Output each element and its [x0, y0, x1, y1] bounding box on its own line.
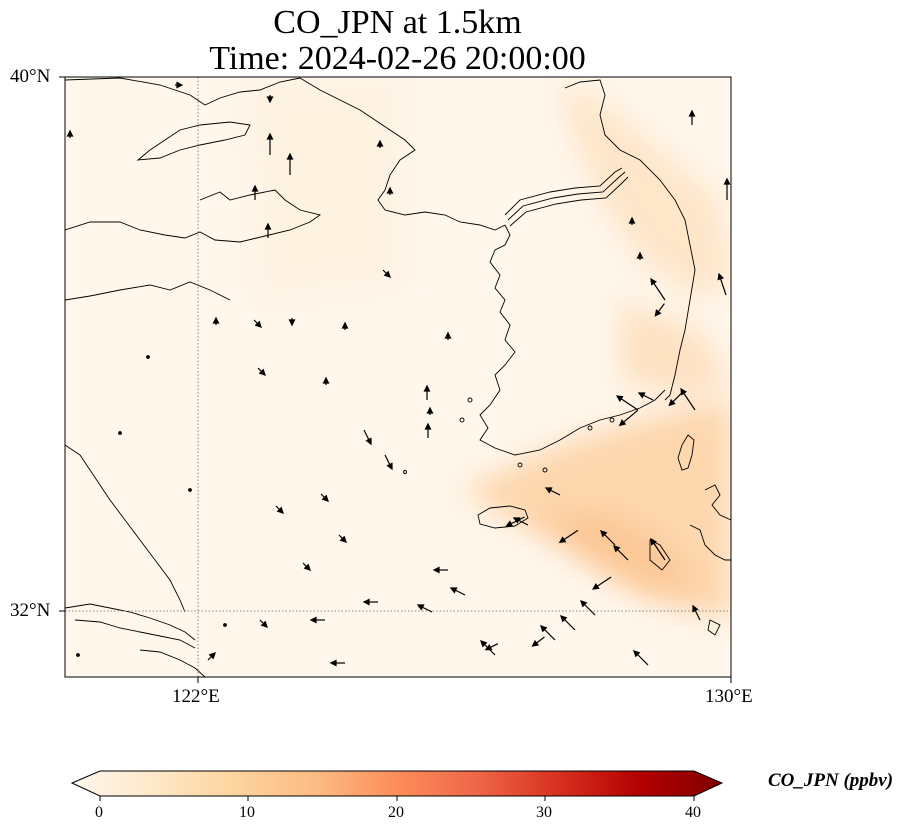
- wind-vector: [633, 650, 649, 666]
- wind-vector: [264, 222, 272, 238]
- co-concentration-field: [250, 80, 731, 620]
- wind-vector: [259, 619, 268, 628]
- colorbar-tick-0: 0: [95, 804, 103, 821]
- wind-vector: [600, 530, 616, 546]
- wind-vector: [540, 625, 556, 641]
- coastline-shandong-south: [65, 281, 231, 301]
- colorbar: [70, 770, 724, 801]
- wind-vector: [560, 615, 576, 631]
- coastline-korea-east: [564, 79, 696, 401]
- wind-vector: [253, 319, 262, 328]
- wind-vector: [212, 316, 220, 325]
- wind-vector: [309, 616, 325, 624]
- wind-vector: [444, 331, 452, 340]
- wind-vector: [723, 177, 731, 200]
- coastlines: [65, 77, 731, 677]
- map-frame: [64, 76, 732, 678]
- wind-vector: [266, 132, 274, 155]
- wind-vector: [188, 488, 192, 492]
- wind-vector: [223, 623, 227, 627]
- wind-vector: [505, 516, 525, 527]
- wind-vector: [615, 395, 639, 411]
- wind-vector: [688, 109, 696, 125]
- coastline-shandong: [65, 189, 322, 243]
- colorbar-tick-30: 30: [536, 804, 552, 821]
- wind-vector: [432, 566, 448, 574]
- wind-vector: [384, 454, 393, 471]
- wind-vector: [650, 277, 666, 301]
- wind-vector: [386, 186, 394, 195]
- wind-vector: [416, 604, 433, 613]
- wind-vector: [650, 537, 666, 561]
- wind-vector: [118, 431, 122, 435]
- wind-vector: [512, 517, 529, 526]
- wind-vector: [580, 600, 596, 616]
- wind-vector: [618, 409, 639, 427]
- wind-vector: [544, 487, 561, 496]
- wind-vector: [426, 406, 434, 415]
- wind-vector: [322, 376, 330, 385]
- wind-vector: [558, 529, 579, 544]
- wind-vector: [680, 387, 696, 411]
- colorbar-tick-10: 10: [239, 804, 255, 821]
- wind-vector: [286, 152, 294, 175]
- wind-vector: [175, 81, 184, 89]
- wind-vector: [480, 640, 496, 656]
- lon-label-122E: 122°E: [172, 686, 220, 707]
- map-area: [65, 77, 731, 677]
- map-title-line2: Time: 2024-02-26 20:00:00: [209, 40, 586, 77]
- wind-vector: [338, 534, 347, 543]
- coastline-bohai: [65, 77, 301, 106]
- wind-vector: [717, 272, 727, 296]
- wind-vector: [266, 95, 274, 104]
- wind-vector: [376, 139, 384, 148]
- wind-vector: [449, 587, 466, 596]
- wind-vector: [362, 598, 378, 606]
- wind-vector: [424, 422, 432, 438]
- colorbar-ticks: [99, 796, 695, 801]
- wind-vector: [592, 576, 612, 590]
- coastline-kyushu: [704, 484, 731, 521]
- wind-vector: [257, 367, 266, 376]
- wind-vector: [207, 652, 216, 661]
- jeju-island: [477, 505, 529, 529]
- wind-vector: [692, 604, 701, 621]
- wind-vector: [146, 355, 150, 359]
- wind-vector: [382, 269, 391, 278]
- colorbar-bar: [70, 770, 724, 797]
- wind-vector: [251, 184, 259, 200]
- wind-vector: [329, 659, 345, 667]
- gridlines: [65, 77, 731, 677]
- axis-ticks: [59, 76, 732, 683]
- wind-vector: [363, 429, 372, 446]
- coastline-china-east: [65, 444, 186, 613]
- lat-label-40N: 40°N: [10, 66, 51, 87]
- wind-vector: [66, 129, 74, 138]
- wind-vector: [637, 392, 654, 401]
- wind-vector: [275, 505, 284, 514]
- tsushima-island: [677, 434, 695, 471]
- colorbar-tick-40: 40: [685, 804, 701, 821]
- wind-vector: [288, 318, 296, 327]
- wind-vector: [531, 636, 545, 647]
- colorbar-label: CO_JPN (ppbv): [768, 770, 894, 791]
- coastline-liaodong: [299, 77, 506, 231]
- colorbar-tick-20: 20: [388, 804, 404, 821]
- wind-vector: [628, 216, 636, 225]
- wind-vector: [654, 303, 665, 317]
- coastline-korea-west: [479, 224, 666, 456]
- lat-label-32N: 32°N: [10, 600, 51, 621]
- wind-vector: [636, 251, 644, 260]
- wind-vectors: [66, 81, 731, 667]
- wind-vector: [341, 321, 349, 330]
- wind-vector: [302, 562, 311, 571]
- wind-vector: [423, 384, 431, 400]
- wind-vector: [76, 653, 80, 657]
- lon-label-130E: 130°E: [705, 686, 753, 707]
- wind-vector: [320, 493, 329, 502]
- wind-vector: [613, 545, 629, 561]
- map-title-line1: CO_JPN at 1.5km: [273, 4, 522, 41]
